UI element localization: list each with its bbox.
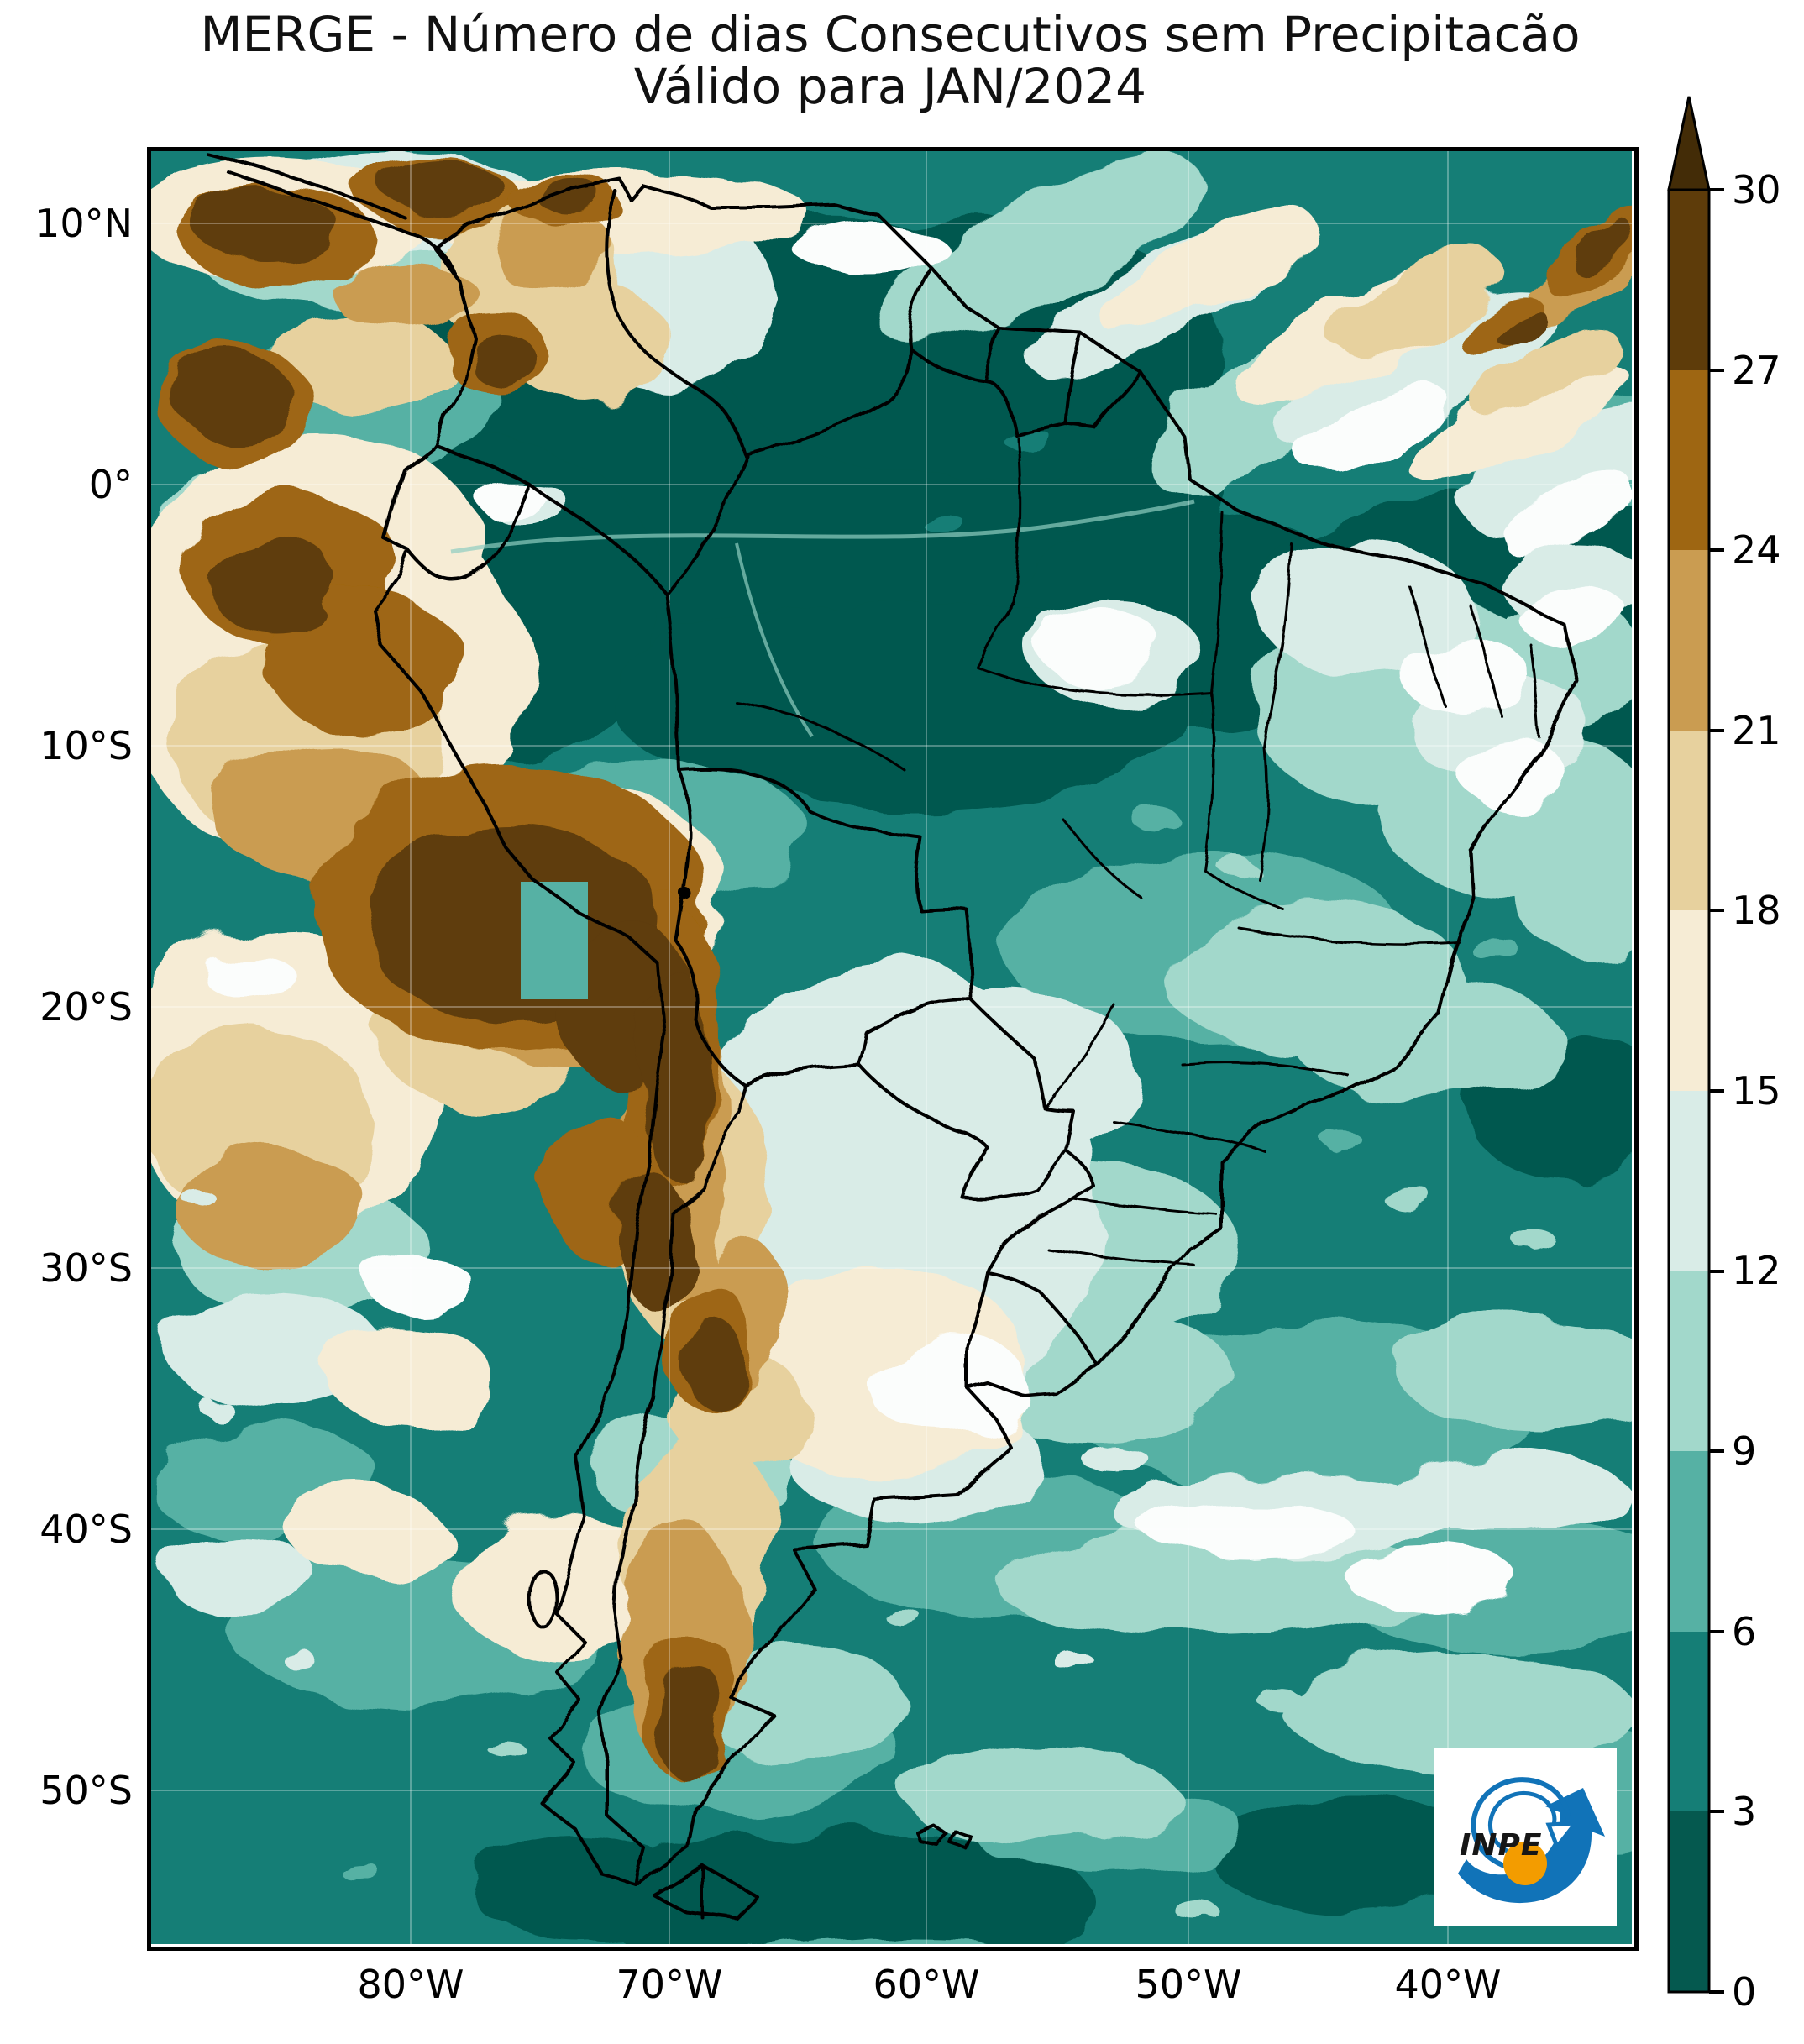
inpe-spiral-outer bbox=[1471, 1777, 1571, 1872]
inpe-orange-dot bbox=[1503, 1842, 1547, 1885]
lat-tick-10n: 10°N bbox=[35, 201, 133, 246]
colorbar-seg-3-6 bbox=[1669, 1632, 1709, 1811]
cbar-tick-18: 18 bbox=[1732, 888, 1781, 933]
cbar-tick-27: 27 bbox=[1732, 348, 1781, 393]
colorbar-seg-18-21 bbox=[1669, 731, 1709, 910]
cbar-tick-30: 30 bbox=[1732, 167, 1781, 212]
river-traces bbox=[450, 499, 1195, 738]
borders bbox=[206, 152, 1578, 1920]
field-blobs bbox=[149, 153, 1632, 1944]
cbar-tick-24: 24 bbox=[1732, 527, 1781, 573]
lon-tick-60w: 60°W bbox=[873, 1962, 980, 2007]
lon-tick-80w: 80°W bbox=[357, 1962, 464, 2007]
lat-tick-0: 0° bbox=[88, 462, 133, 507]
inpe-spiral-arrowhead bbox=[1545, 1821, 1581, 1852]
lat-tick-50s: 50°S bbox=[39, 1768, 133, 1813]
colorbar-seg-6-9 bbox=[1669, 1451, 1709, 1632]
lat-tick-40s: 40°S bbox=[39, 1507, 133, 1552]
inpe-spiral-inner bbox=[1488, 1791, 1557, 1858]
lon-tick-40w: 40°W bbox=[1394, 1962, 1502, 2007]
figure-title: MERGE - Número de dias Consecutivos sem … bbox=[149, 8, 1632, 113]
colorbar-seg-24-27 bbox=[1669, 370, 1709, 550]
cbar-tick-6: 6 bbox=[1732, 1609, 1757, 1654]
colorbar bbox=[1667, 96, 1724, 1994]
colorbar-seg-12-15 bbox=[1669, 1091, 1709, 1271]
cbar-tick-9: 9 bbox=[1732, 1428, 1757, 1474]
colorbar-seg-27-30 bbox=[1669, 190, 1709, 370]
lon-tick-50w: 50°W bbox=[1135, 1962, 1242, 2007]
inpe-logo: INPE bbox=[1434, 1748, 1617, 1926]
cbar-tick-21: 21 bbox=[1732, 708, 1781, 753]
lon-tick-70w: 70°W bbox=[616, 1962, 723, 2007]
colorbar-seg-0-3 bbox=[1669, 1811, 1709, 1992]
lat-tick-30s: 30°S bbox=[39, 1245, 133, 1291]
cbar-tick-15: 15 bbox=[1732, 1068, 1781, 1114]
cbar-tick-3: 3 bbox=[1732, 1789, 1757, 1834]
colorbar-seg-9-12 bbox=[1669, 1271, 1709, 1451]
cbar-tick-12: 12 bbox=[1732, 1248, 1781, 1293]
colorbar-extend-arrow bbox=[1667, 96, 1711, 191]
lat-tick-20s: 20°S bbox=[39, 984, 133, 1030]
colorbar-seg-15-18 bbox=[1669, 910, 1709, 1091]
field-rect-anomaly bbox=[521, 882, 588, 999]
colorbar-seg-21-24 bbox=[1669, 550, 1709, 731]
graticule bbox=[149, 149, 1632, 1944]
map-canvas bbox=[149, 149, 1632, 1944]
lat-tick-10s: 10°S bbox=[39, 723, 133, 768]
figure-title-line1: MERGE - Número de dias Consecutivos sem … bbox=[200, 6, 1581, 63]
inpe-logo-text: INPE bbox=[1460, 1828, 1543, 1863]
figure-title-line2: Válido para JAN/2024 bbox=[633, 58, 1147, 115]
cbar-tick-0: 0 bbox=[1732, 1969, 1757, 2015]
colorbar-ticks bbox=[1709, 188, 1724, 1994]
